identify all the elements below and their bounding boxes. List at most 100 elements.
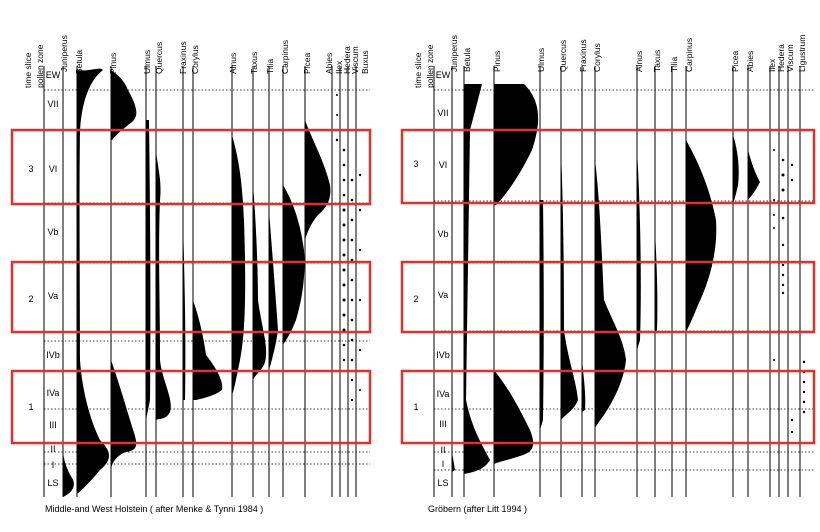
curve-fraxinus: [582, 360, 586, 412]
taxon-label: Betula: [74, 50, 84, 74]
caption-holstein: Middle-and West Holstein ( after Menke &…: [45, 504, 264, 514]
zone-boundaries-holstein: [44, 89, 370, 465]
zone-label: I: [442, 459, 445, 469]
taxon-label: Juniperus: [59, 35, 69, 72]
zone-label: III: [49, 420, 57, 430]
taxon-label: Pinus: [492, 51, 502, 72]
zone-label: VI: [49, 164, 58, 174]
taxon-label: Tilia: [669, 56, 679, 72]
taxon-label: Betula: [462, 48, 472, 72]
taxon-label: Ilex: [334, 60, 344, 74]
time-slice-1-box: [10, 369, 372, 445]
time-slice-label: 1: [413, 402, 418, 412]
zone-label: IVa: [437, 389, 450, 399]
taxon-label: Fraxinus: [578, 39, 588, 72]
taxon-label: Juniperus: [449, 35, 459, 72]
taxon-label: Viscum: [785, 44, 795, 72]
pollen-zone-header: pollen zone: [425, 44, 435, 88]
zone-label: III: [439, 419, 447, 429]
zone-label: II: [440, 445, 445, 455]
curve-juniperus: [63, 452, 74, 497]
taxon-label: Pinus: [108, 53, 118, 74]
taxon-label: Carpinus: [684, 38, 694, 72]
zone-label: IVb: [436, 350, 450, 360]
taxon-label: Ligustrum: [797, 35, 807, 72]
time-slice-3-box: [400, 128, 816, 205]
time-slice-2-box: [400, 260, 816, 334]
curve-ulmus: [146, 120, 151, 420]
curve-pinus: [494, 84, 539, 464]
zone-label: IVa: [47, 388, 60, 398]
zone-boundaries-grobern: [434, 89, 815, 471]
taxon-label: Ilex: [767, 58, 777, 72]
curve-ulmus: [540, 200, 544, 430]
highlight-boxes-holstein: [10, 128, 372, 445]
curve-picea: [733, 135, 739, 205]
taxon-label: Picea: [730, 50, 740, 72]
header-left-grobern: time slice pollen zone: [413, 44, 435, 88]
time-slice-labels-grobern: 3 2 1: [413, 159, 418, 412]
taxon-label: Hedera: [776, 44, 786, 72]
time-slice-labels-holstein: 3 2 1: [28, 164, 33, 412]
taxon-label: Buxus: [360, 50, 370, 74]
curve-alnus: [232, 135, 246, 395]
pollen-zone-header: pollen zone: [35, 44, 45, 88]
taxon-label: Ulmus: [142, 50, 152, 74]
curve-alnus: [637, 150, 641, 350]
taxon-label: Taxus: [249, 52, 259, 74]
taxon-label: Ulmus: [536, 48, 546, 72]
zone-label: Va: [48, 291, 58, 301]
curve-corylus: [595, 160, 626, 428]
zone-label: Vb: [47, 227, 58, 237]
taxon-label: Quercus: [558, 40, 568, 72]
taxon-label: Taxus: [652, 50, 662, 72]
taxon-label: Tilia: [265, 58, 275, 74]
zone-labels-grobern: EW VII VI Vb Va IVb IVa III II I LS: [436, 70, 451, 488]
time-slice-1-box: [400, 369, 816, 445]
time-slice-label: 2: [28, 294, 33, 304]
curve-corylus: [193, 300, 223, 400]
zone-label: EW: [436, 70, 451, 80]
curve-betula: [77, 68, 109, 495]
zone-label: IVb: [46, 350, 60, 360]
pollen-curves-grobern: [452, 84, 760, 474]
taxon-label: Picea: [302, 52, 312, 74]
zone-label: LS: [437, 478, 448, 488]
zone-labels-holstein: EW VII VI Vb Va IVb IVa III II I LS: [46, 70, 61, 488]
time-slice-label: 3: [413, 159, 418, 169]
time-slice-header: time slice: [413, 52, 423, 88]
curve-quercus: [561, 150, 578, 420]
time-slice-label: 3: [28, 164, 33, 174]
curve-quercus: [156, 150, 171, 420]
diagram-holstein: time slice pollen zone Juniperus Betula …: [10, 35, 372, 497]
taxon-label: Quercus: [154, 42, 164, 74]
curve-taxus: [253, 185, 267, 380]
taxon-label: Hedera: [342, 46, 352, 74]
curve-pinus: [111, 70, 137, 470]
time-slice-label: 2: [413, 294, 418, 304]
zone-label: Va: [438, 290, 448, 300]
diagram-grobern: time slice pollen zone Juniperus Betula …: [400, 35, 816, 497]
curve-juniperus: [452, 452, 455, 472]
taxon-label: Corylus: [190, 45, 200, 74]
curve-carpinus: [686, 140, 717, 332]
taxon-label: Alnus: [634, 51, 644, 72]
zone-label: VI: [439, 160, 448, 170]
zone-label: I: [52, 460, 55, 470]
taxon-label: Abies: [324, 53, 334, 74]
taxon-label: Viscum: [350, 46, 360, 74]
caption-grobern: Gröbern (after Litt 1994 ): [428, 504, 528, 514]
taxa-labels-holstein: Juniperus Betula Pinus Ulmus Quercus Fra…: [59, 35, 370, 74]
taxon-label: Carpinus: [280, 40, 290, 74]
zone-label: EW: [46, 70, 61, 80]
header-left-holstein: time slice pollen zone: [23, 44, 45, 88]
taxon-label: Fraxinus: [178, 41, 188, 74]
curve-betula: [464, 84, 490, 474]
taxon-label: Abies: [745, 51, 755, 72]
pollen-curves-holstein: [63, 68, 331, 497]
time-slice-label: 1: [28, 402, 33, 412]
taxon-label: Alnus: [228, 53, 238, 74]
zone-label: VII: [47, 99, 58, 109]
curve-abies: [748, 150, 760, 200]
